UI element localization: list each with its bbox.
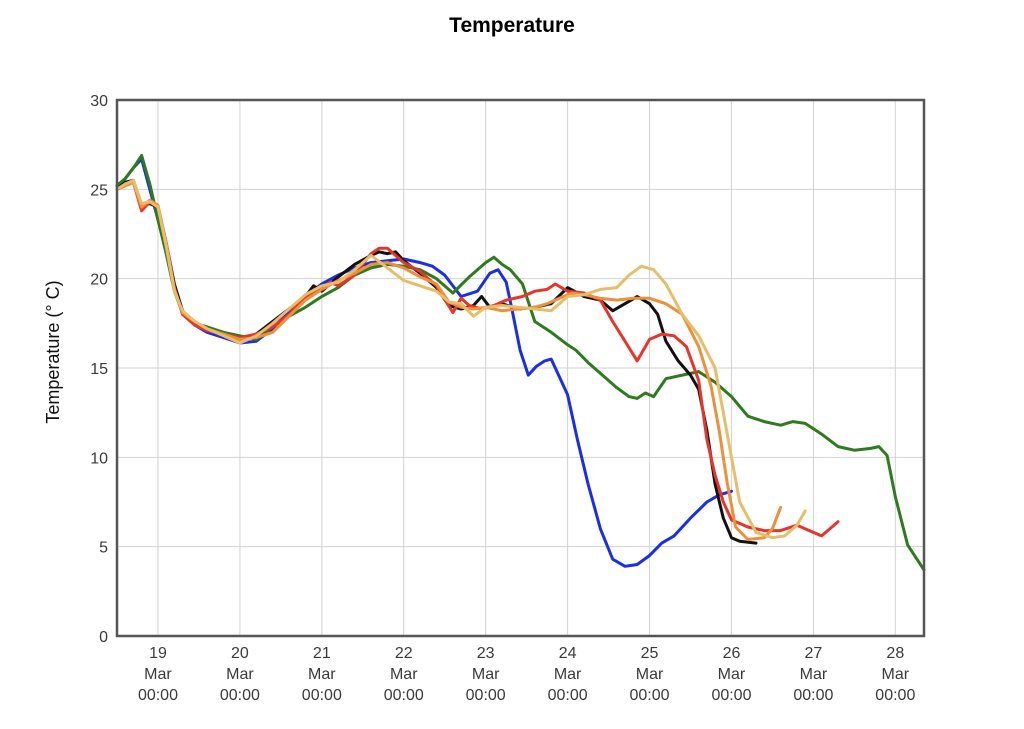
x-tick-label: 20 Mar 00:00	[220, 645, 260, 704]
series-line-6	[115, 178, 807, 540]
series-line-3	[115, 178, 758, 545]
chart-title: Temperature	[449, 14, 575, 37]
grid-layer	[117, 99, 924, 637]
x-tick-label: 24 Mar 00:00	[548, 645, 588, 704]
series-layer	[115, 153, 926, 572]
y-tick-label: 0	[99, 629, 108, 646]
y-axis-title: Temperature (° C)	[43, 280, 63, 423]
series-line-4	[115, 180, 840, 538]
x-tick-label: 27 Mar 00:00	[793, 645, 833, 704]
x-tick-label: 22 Mar 00:00	[384, 645, 424, 704]
x-tick-label: 23 Mar 00:00	[466, 645, 506, 704]
x-tick-label: 25 Mar 00:00	[630, 645, 670, 704]
plot-frame	[115, 98, 926, 638]
x-tick-label: 19 Mar 00:00	[138, 645, 178, 704]
series-line-1	[115, 157, 733, 568]
y-tick-label: 5	[99, 540, 108, 557]
y-tick-labels: 0 5 10 15 20 25 30	[90, 93, 108, 646]
x-tick-label: 21 Mar 00:00	[302, 645, 342, 704]
x-tick-label: 28 Mar 00:00	[875, 645, 915, 704]
y-tick-label: 20	[90, 272, 108, 289]
x-tick-label: 26 Mar 00:00	[711, 645, 751, 704]
y-tick-label: 30	[90, 93, 108, 110]
series-line-5	[115, 180, 783, 541]
y-tick-label: 15	[90, 361, 108, 378]
y-tick-label: 10	[90, 450, 108, 467]
x-tick-labels: 19 Mar 00:00 20 Mar 00:00 21 Mar 00:00 22 Mar 00:00…	[138, 645, 916, 704]
series-line-2	[115, 153, 926, 572]
y-tick-label: 25	[90, 182, 108, 199]
